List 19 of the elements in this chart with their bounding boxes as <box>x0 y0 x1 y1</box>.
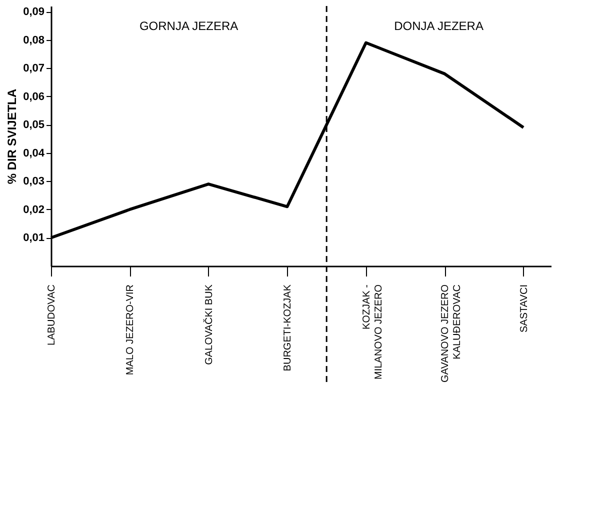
x-tick-label: KOZJAK - MILANOVO JEZERO <box>361 284 384 380</box>
x-tick-label: MALO JEZERO-VIR <box>125 284 136 376</box>
y-tick-label: 0,03 <box>23 176 44 188</box>
y-tick-label: 0,01 <box>23 232 44 244</box>
x-tick-label: GAVANOVO JEZERO KALUĐEROVAC <box>440 284 464 382</box>
y-tick-label: 0,04 <box>23 147 46 160</box>
x-tick-label: SASTAVCI <box>518 284 530 332</box>
x-tick-label: BURGETI-KOZJAK <box>282 284 294 372</box>
x-tick-label: LABUDOVAC <box>46 284 58 346</box>
annotation: DONJA JEZERA <box>394 19 484 33</box>
y-tick-label: 0,05 <box>23 119 44 132</box>
y-tick-label: 0,06 <box>23 90 44 103</box>
x-tick-label: GALOVAČKI BUK <box>202 284 215 365</box>
y-tick-label: 0,09 <box>23 6 44 18</box>
y-axis-title: % DIR SVIJETLA <box>5 88 20 184</box>
y-tick-label: 0,07 <box>23 62 44 75</box>
y-tick-label: 0,02 <box>23 204 44 216</box>
y-tick-label: 0,08 <box>23 34 44 46</box>
annotation: GORNJA JEZERA <box>139 19 238 33</box>
